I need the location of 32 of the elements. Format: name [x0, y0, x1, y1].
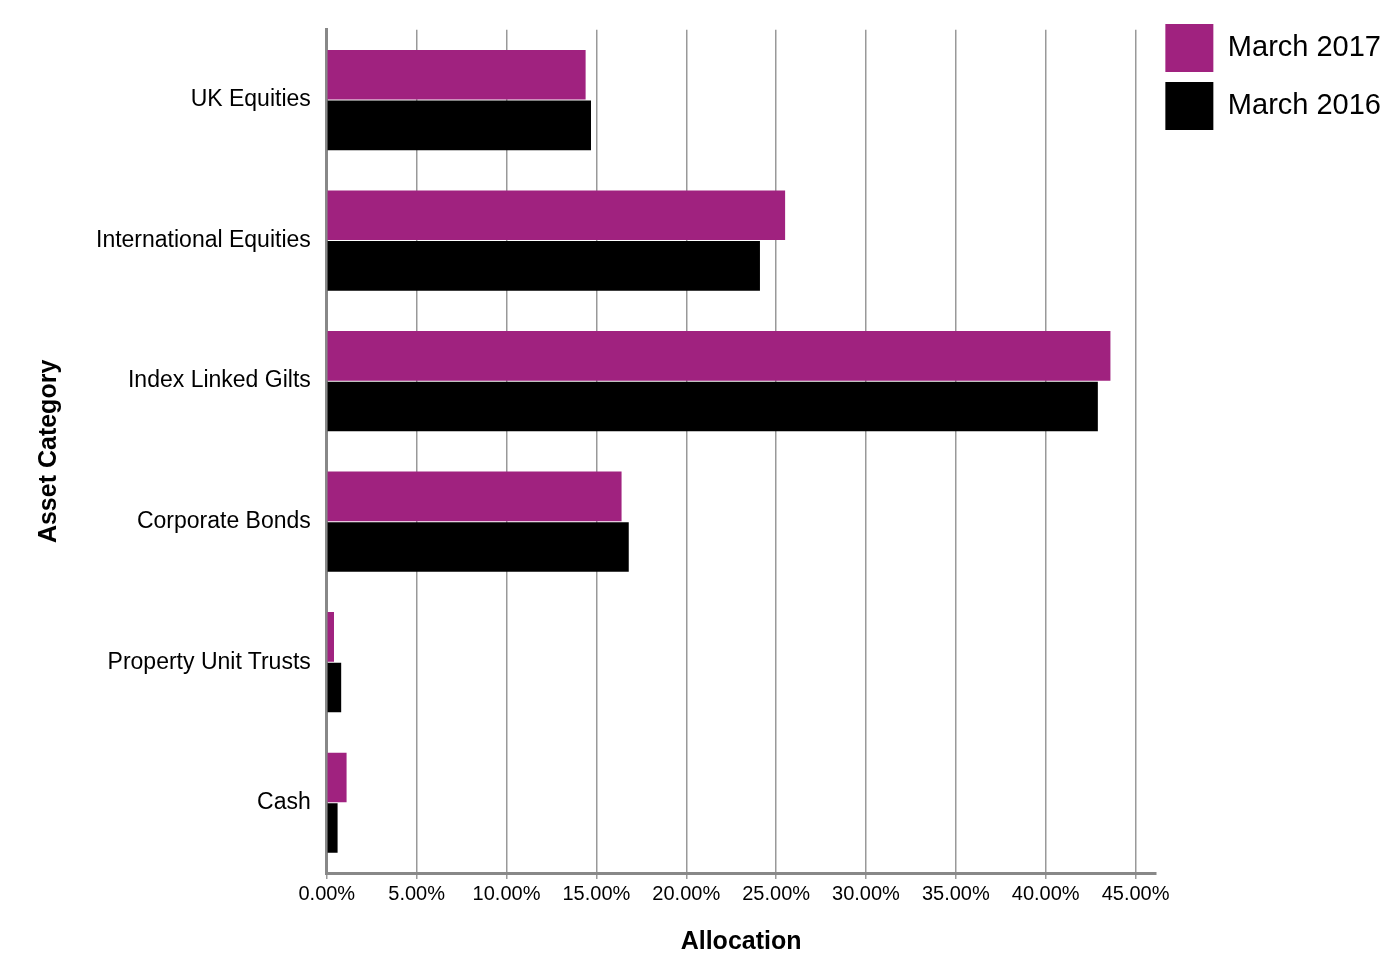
x-tick-label: 40.00%: [1011, 881, 1080, 904]
bar: [327, 612, 334, 662]
bar: [327, 471, 622, 522]
bar: [327, 190, 786, 241]
bar: [327, 49, 586, 100]
bar: [327, 522, 629, 572]
bar: [327, 331, 1111, 381]
y-tick-label: Index Linked Gilts: [127, 366, 311, 393]
x-tick-label: 45.00%: [1101, 881, 1170, 904]
x-axis-title: Allocation: [680, 925, 802, 954]
y-tick-label: Property Unit Trusts: [107, 647, 311, 674]
y-tick-label: International Equities: [95, 225, 311, 252]
legend-label: March 2016: [1227, 88, 1382, 120]
bar: [327, 100, 592, 151]
x-tick-label: 35.00%: [921, 881, 990, 904]
x-tick-label: 25.00%: [742, 881, 811, 904]
y-tick-label: Cash: [257, 788, 311, 815]
y-tick-label: Corporate Bonds: [136, 507, 311, 534]
x-tick-label: 10.00%: [472, 881, 541, 904]
bar: [327, 662, 342, 713]
y-tick-label: UK Equities: [190, 85, 311, 112]
bar: [327, 381, 1098, 432]
legend-label: March 2017: [1227, 30, 1382, 62]
bar: [327, 241, 760, 291]
y-axis-title: Asset Category: [32, 359, 61, 544]
bar: [327, 752, 347, 803]
x-tick-label: 5.00%: [388, 881, 446, 904]
x-tick-label: 0.00%: [298, 881, 356, 904]
x-tick-label: 15.00%: [562, 881, 631, 904]
x-tick-label: 30.00%: [832, 881, 901, 904]
x-tick-label: 20.00%: [652, 881, 721, 904]
bar: [327, 803, 338, 853]
